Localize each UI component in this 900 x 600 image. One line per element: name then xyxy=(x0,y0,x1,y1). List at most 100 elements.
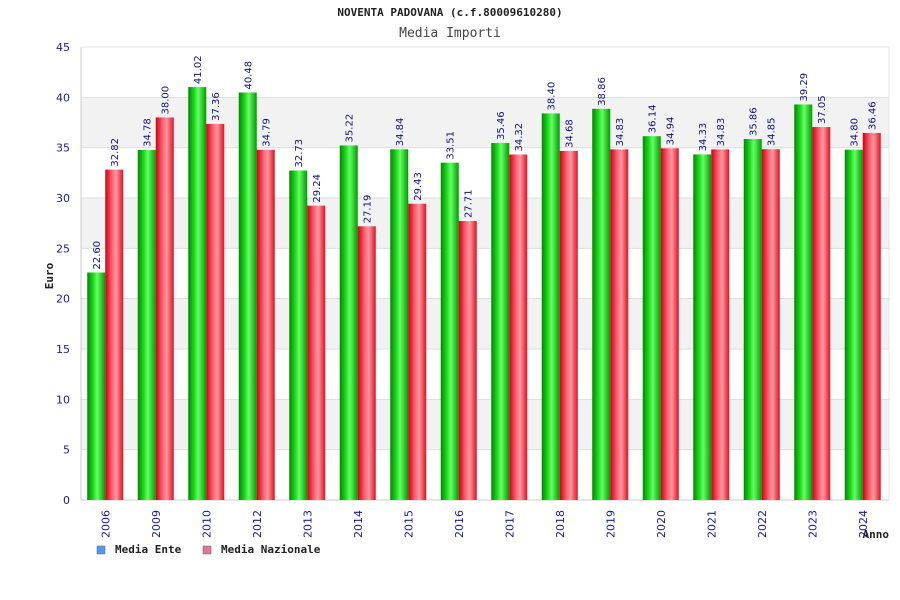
value-label: 34.32 xyxy=(514,123,525,152)
legend-swatch xyxy=(202,545,212,555)
x-tick-label: 2022 xyxy=(756,510,769,538)
bar-media-nazionale xyxy=(105,169,124,500)
legend: Media Ente Media Nazionale xyxy=(96,543,321,556)
value-label: 32.73 xyxy=(294,139,305,168)
bar-media-nazionale xyxy=(458,221,477,500)
bar-media-ente xyxy=(137,149,156,500)
value-label: 38.00 xyxy=(161,86,172,115)
bar-media-nazionale xyxy=(155,117,174,500)
y-tick-label: 40 xyxy=(56,91,70,104)
x-tick-label: 2018 xyxy=(554,510,567,538)
x-tick-label: 2012 xyxy=(251,510,264,538)
bar-media-ente xyxy=(844,149,863,500)
y-tick-label: 20 xyxy=(56,293,70,306)
y-tick-label: 45 xyxy=(56,41,70,54)
x-tick-label: 2017 xyxy=(503,510,516,538)
value-label: 27.19 xyxy=(363,195,374,224)
legend-label: Media Nazionale xyxy=(221,543,321,556)
y-tick-label: 25 xyxy=(56,242,70,255)
y-tick-label: 0 xyxy=(63,494,70,507)
y-tick-label: 35 xyxy=(56,142,70,155)
value-label: 34.85 xyxy=(767,118,778,147)
value-label: 34.78 xyxy=(143,118,154,147)
x-axis-label: Anno xyxy=(863,528,890,541)
bar-media-nazionale xyxy=(610,149,629,501)
bar-media-ente xyxy=(390,149,409,500)
x-tick-label: 2016 xyxy=(453,510,466,538)
x-tick-label: 2014 xyxy=(352,510,365,538)
value-label: 34.33 xyxy=(698,123,709,152)
value-label: 41.02 xyxy=(193,55,204,84)
value-label: 40.48 xyxy=(244,61,255,90)
y-axis-ticks: 0 5 10 15 20 25 30 35 40 45 xyxy=(56,41,70,507)
x-tick-label: 2020 xyxy=(655,510,668,538)
bar-media-nazionale xyxy=(862,132,881,500)
bar-media-nazionale xyxy=(206,123,225,500)
bar-media-ente xyxy=(491,143,510,500)
value-label: 34.83 xyxy=(716,118,727,147)
chart-title: NOVENTA PADOVANA (c.f.80009610280) xyxy=(337,6,562,19)
bar-media-nazionale xyxy=(711,149,730,501)
y-tick-label: 15 xyxy=(56,343,70,356)
bar-media-nazionale xyxy=(408,203,427,500)
bar-media-ente xyxy=(87,272,106,500)
y-tick-label: 5 xyxy=(63,444,70,457)
x-tick-label: 2019 xyxy=(604,510,617,538)
y-axis-label: Euro xyxy=(43,262,56,289)
bar-media-ente xyxy=(289,170,308,500)
x-tick-label: 2006 xyxy=(99,510,112,538)
legend-swatch xyxy=(96,545,106,555)
bar-media-ente xyxy=(339,145,358,500)
value-label: 34.80 xyxy=(850,118,861,147)
value-label: 32.82 xyxy=(110,138,121,167)
value-label: 34.84 xyxy=(395,118,406,147)
value-label: 39.29 xyxy=(799,73,810,102)
x-tick-label: 2009 xyxy=(150,510,163,538)
value-label: 27.71 xyxy=(464,189,475,218)
value-label: 37.05 xyxy=(817,95,828,124)
value-label: 29.24 xyxy=(312,174,323,203)
bar-media-ente xyxy=(238,92,257,500)
value-label: 34.79 xyxy=(262,118,273,147)
x-tick-label: 2013 xyxy=(301,510,314,538)
value-label: 35.46 xyxy=(496,111,507,140)
x-tick-label: 2024 xyxy=(857,510,870,538)
y-tick-label: 10 xyxy=(56,393,70,406)
chart-subtitle: Media Importi xyxy=(399,26,501,41)
bar-media-nazionale xyxy=(357,226,376,500)
bar-media-ente xyxy=(541,113,560,500)
x-axis-ticks: 2006 2009 2010 2012 2013 2014 2015 2016 2017 2018… xyxy=(99,510,870,538)
value-label: 29.43 xyxy=(413,172,424,201)
value-label: 35.86 xyxy=(749,107,760,136)
bars xyxy=(87,87,881,501)
x-tick-label: 2023 xyxy=(806,510,819,538)
bar-media-nazionale xyxy=(559,150,578,500)
x-tick-label: 2021 xyxy=(705,510,718,538)
bar-media-ente xyxy=(440,162,459,500)
bar-media-ente xyxy=(794,104,813,501)
y-tick-label: 30 xyxy=(56,192,70,205)
value-label: 34.94 xyxy=(666,117,677,146)
value-label: 38.86 xyxy=(597,77,608,106)
value-label: 38.40 xyxy=(547,82,558,111)
value-label: 34.83 xyxy=(615,118,626,147)
value-label: 36.46 xyxy=(868,101,879,130)
bar-media-ente xyxy=(693,154,712,501)
bar-media-ente xyxy=(642,136,661,500)
value-label: 22.60 xyxy=(92,241,103,270)
value-label: 37.36 xyxy=(211,92,222,121)
value-label: 36.14 xyxy=(648,105,659,134)
bar-media-nazionale xyxy=(509,154,528,500)
bar-media-nazionale xyxy=(660,148,679,500)
bar-media-ente xyxy=(592,108,611,501)
value-label: 33.51 xyxy=(446,131,457,160)
grid-band xyxy=(81,47,889,98)
value-label: 34.68 xyxy=(565,119,576,148)
x-tick-label: 2010 xyxy=(200,510,213,538)
bar-media-nazionale xyxy=(256,149,275,500)
bar-media-ente xyxy=(188,87,207,500)
bar-media-ente xyxy=(743,139,762,500)
bar-media-nazionale xyxy=(812,127,831,500)
x-tick-label: 2015 xyxy=(402,510,415,538)
